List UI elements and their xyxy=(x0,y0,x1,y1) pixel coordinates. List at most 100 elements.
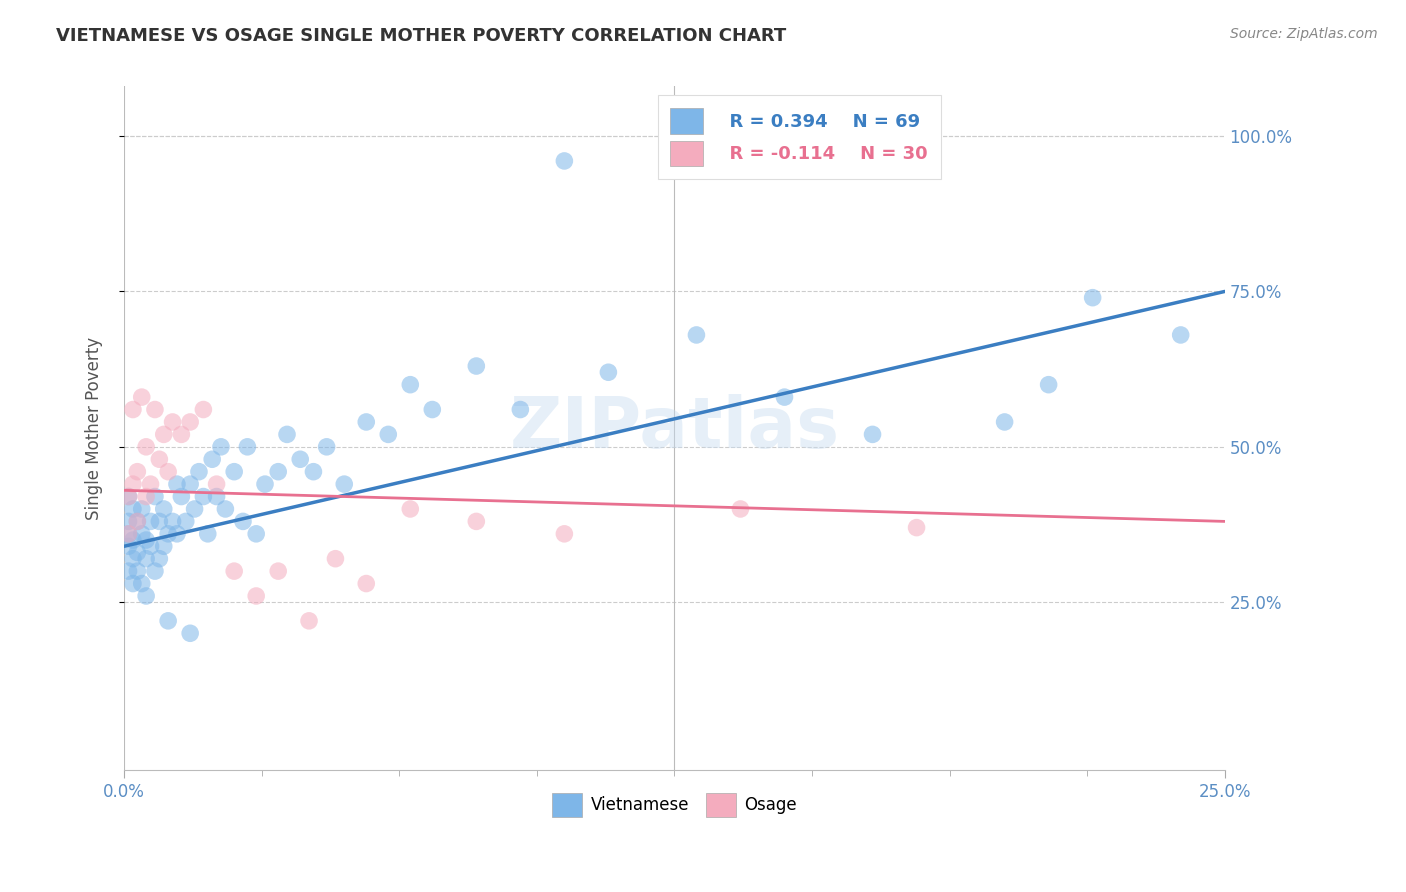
Point xyxy=(598,365,620,379)
Point xyxy=(170,490,193,504)
Point xyxy=(117,490,139,504)
Point xyxy=(174,515,197,529)
Point xyxy=(994,415,1017,429)
Point xyxy=(553,526,575,541)
Point xyxy=(117,490,139,504)
Point xyxy=(205,490,228,504)
Point xyxy=(685,328,707,343)
Y-axis label: Single Mother Poverty: Single Mother Poverty xyxy=(86,336,103,520)
Point xyxy=(157,526,180,541)
Point xyxy=(117,526,139,541)
Point xyxy=(166,477,188,491)
Point xyxy=(214,502,236,516)
Point xyxy=(224,564,246,578)
Point xyxy=(290,452,312,467)
Point xyxy=(399,502,422,516)
Point xyxy=(152,539,174,553)
Point xyxy=(148,452,170,467)
Point xyxy=(245,526,267,541)
Point xyxy=(315,440,337,454)
Point xyxy=(905,520,928,534)
Point xyxy=(1081,291,1104,305)
Point xyxy=(152,427,174,442)
Point xyxy=(420,402,443,417)
Point xyxy=(157,465,180,479)
Point xyxy=(465,515,488,529)
Point xyxy=(117,564,139,578)
Point xyxy=(193,490,215,504)
Point xyxy=(245,589,267,603)
Point xyxy=(117,515,139,529)
Point xyxy=(1170,328,1192,343)
Point xyxy=(183,502,205,516)
Point xyxy=(179,626,201,640)
Point xyxy=(157,614,180,628)
Point xyxy=(148,551,170,566)
Point xyxy=(1038,377,1060,392)
Point xyxy=(236,440,259,454)
Point xyxy=(465,359,488,373)
Point xyxy=(333,477,356,491)
Point xyxy=(224,465,246,479)
Point xyxy=(122,551,145,566)
Point xyxy=(135,440,157,454)
Point xyxy=(162,515,184,529)
Point xyxy=(276,427,298,442)
Point xyxy=(302,465,325,479)
Point xyxy=(127,515,149,529)
Point xyxy=(122,576,145,591)
Point xyxy=(127,465,149,479)
Point xyxy=(170,427,193,442)
Text: ZIPatlas: ZIPatlas xyxy=(509,393,839,463)
Point xyxy=(131,390,153,404)
Point xyxy=(377,427,399,442)
Point xyxy=(201,452,224,467)
Point xyxy=(188,465,211,479)
Point xyxy=(354,576,377,591)
Point xyxy=(143,490,166,504)
Point xyxy=(232,515,254,529)
Text: Source: ZipAtlas.com: Source: ZipAtlas.com xyxy=(1230,27,1378,41)
Point xyxy=(179,477,201,491)
Point xyxy=(122,533,145,547)
Point xyxy=(209,440,232,454)
Point xyxy=(117,539,139,553)
Point xyxy=(122,477,145,491)
Point xyxy=(139,515,162,529)
Point xyxy=(131,502,153,516)
Point xyxy=(509,402,531,417)
Point xyxy=(139,477,162,491)
Point xyxy=(143,402,166,417)
Point xyxy=(166,526,188,541)
Point xyxy=(139,539,162,553)
Text: VIETNAMESE VS OSAGE SINGLE MOTHER POVERTY CORRELATION CHART: VIETNAMESE VS OSAGE SINGLE MOTHER POVERT… xyxy=(56,27,786,45)
Point xyxy=(122,402,145,417)
Point xyxy=(131,576,153,591)
Point xyxy=(773,390,796,404)
Point xyxy=(127,515,149,529)
Point xyxy=(135,533,157,547)
Point xyxy=(354,415,377,429)
Point xyxy=(253,477,276,491)
Point xyxy=(135,589,157,603)
Point xyxy=(553,153,575,168)
Point xyxy=(122,502,145,516)
Point xyxy=(152,502,174,516)
Point xyxy=(298,614,321,628)
Point xyxy=(205,477,228,491)
Point xyxy=(162,415,184,429)
Point xyxy=(127,545,149,559)
Point xyxy=(267,465,290,479)
Point xyxy=(117,526,139,541)
Point xyxy=(325,551,347,566)
Point xyxy=(730,502,752,516)
Point xyxy=(179,415,201,429)
Point xyxy=(197,526,219,541)
Point xyxy=(135,490,157,504)
Point xyxy=(127,564,149,578)
Point xyxy=(267,564,290,578)
Point xyxy=(135,551,157,566)
Point xyxy=(399,377,422,392)
Legend: Vietnamese, Osage: Vietnamese, Osage xyxy=(546,786,803,823)
Point xyxy=(143,564,166,578)
